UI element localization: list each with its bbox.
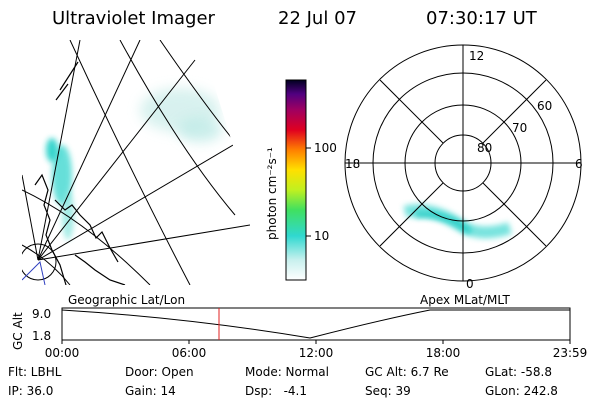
x-tick-label: 00:00	[45, 346, 80, 360]
x-tick-label: 12:00	[299, 346, 334, 360]
mlat-label: 70	[512, 121, 527, 135]
orbit-left-label: Geographic Lat/Lon	[68, 293, 185, 307]
orbit-frame	[61, 307, 571, 341]
orbit-right-label: Apex MLat/MLT	[420, 293, 510, 307]
mlt-label: 0	[466, 277, 474, 291]
color-bar	[285, 79, 307, 281]
x-tick-label: 06:00	[172, 346, 207, 360]
status-field: Mode: Normal	[245, 365, 329, 379]
status-field: Seq: 39	[365, 384, 411, 398]
time: 07:30:17 UT	[426, 8, 538, 29]
mlt-label: 18	[345, 157, 360, 171]
colorbar-tick: 100	[314, 141, 337, 155]
instrument-title: Ultraviolet Imager	[52, 8, 216, 29]
orbit-altitude-curve	[61, 309, 570, 339]
orbit-y-tick: 1.8	[32, 329, 51, 343]
x-tick-label: 23:59	[553, 346, 588, 360]
status-field: GLat: -58.8	[485, 365, 552, 379]
date: 22 Jul 07	[278, 8, 357, 29]
status-field: GC Alt: 6.7 Re	[365, 365, 449, 379]
orbit-y-tick: 9.0	[32, 307, 51, 321]
status-field: IP: 36.0	[8, 384, 53, 398]
status-field: Flt: LBHL	[8, 365, 62, 379]
mlat-label: 60	[537, 99, 552, 113]
status-field: Gain: 14	[125, 384, 176, 398]
status-field: GLon: 242.8	[485, 384, 558, 398]
mlat-label: 80	[477, 141, 492, 155]
status-field: Door: Open	[125, 365, 194, 379]
colorbar-label: photon cm⁻²s⁻¹	[265, 147, 279, 240]
status-field: Dsp: -4.1	[245, 384, 307, 398]
x-tick-label: 18:00	[426, 346, 461, 360]
polar-plot: 12 18 6 0 80 70 60	[344, 44, 583, 291]
colorbar-tick: 10	[314, 229, 329, 243]
mlt-label: 6	[575, 157, 583, 171]
mlt-label: 12	[469, 49, 484, 63]
orbit-y-label: GC Alt	[11, 312, 25, 350]
geographic-map	[22, 40, 250, 285]
